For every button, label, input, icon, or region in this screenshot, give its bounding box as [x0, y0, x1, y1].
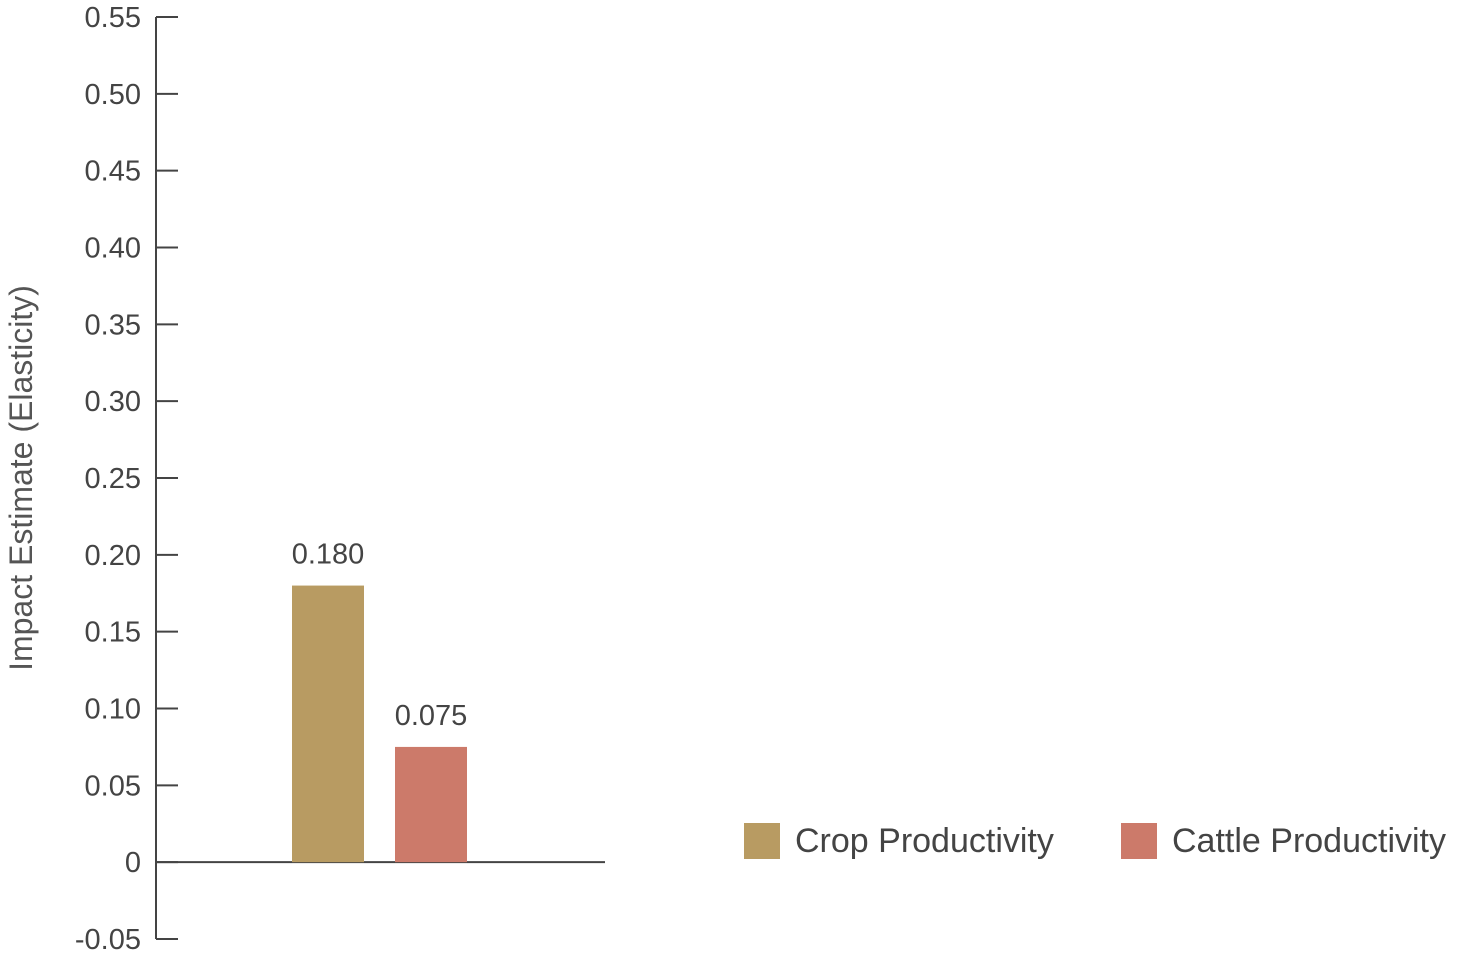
bar-value-label: 0.075 — [395, 700, 468, 732]
legend-label: Cattle Productivity — [1172, 822, 1446, 860]
y-tick-label: -0.05 — [75, 924, 141, 956]
y-axis: 0.55 0.50 0.45 0.40 0.35 0.30 0.25 0.20 0.15 0.10… — [75, 2, 605, 956]
legend-label: Crop Productivity — [795, 822, 1054, 860]
y-tick-label: 0.30 — [85, 386, 141, 418]
y-tick-label: 0.35 — [85, 309, 141, 341]
bars: 0.180 0.075 — [292, 539, 468, 863]
legend-swatch — [744, 823, 780, 859]
y-tick-label: 0.45 — [85, 156, 141, 188]
y-tick-label: 0.25 — [85, 463, 141, 495]
legend-swatch — [1121, 823, 1157, 859]
y-tick-label: 0.55 — [85, 2, 141, 34]
y-tick-label: 0.15 — [85, 617, 141, 649]
y-tick-label: 0.50 — [85, 79, 141, 111]
y-axis-title: Impact Estimate (Elasticity) — [3, 285, 39, 671]
bar-value-label: 0.180 — [292, 539, 365, 571]
y-tick-label: 0.40 — [85, 233, 141, 265]
legend: Crop Productivity Cattle Productivity — [744, 822, 1446, 860]
bar — [395, 746, 467, 863]
y-tick-label: 0 — [125, 847, 141, 879]
y-tick-label: 0.05 — [85, 770, 141, 802]
bar — [292, 585, 364, 863]
y-tick-label: 0.20 — [85, 540, 141, 572]
y-tick-label: 0.10 — [85, 694, 141, 726]
